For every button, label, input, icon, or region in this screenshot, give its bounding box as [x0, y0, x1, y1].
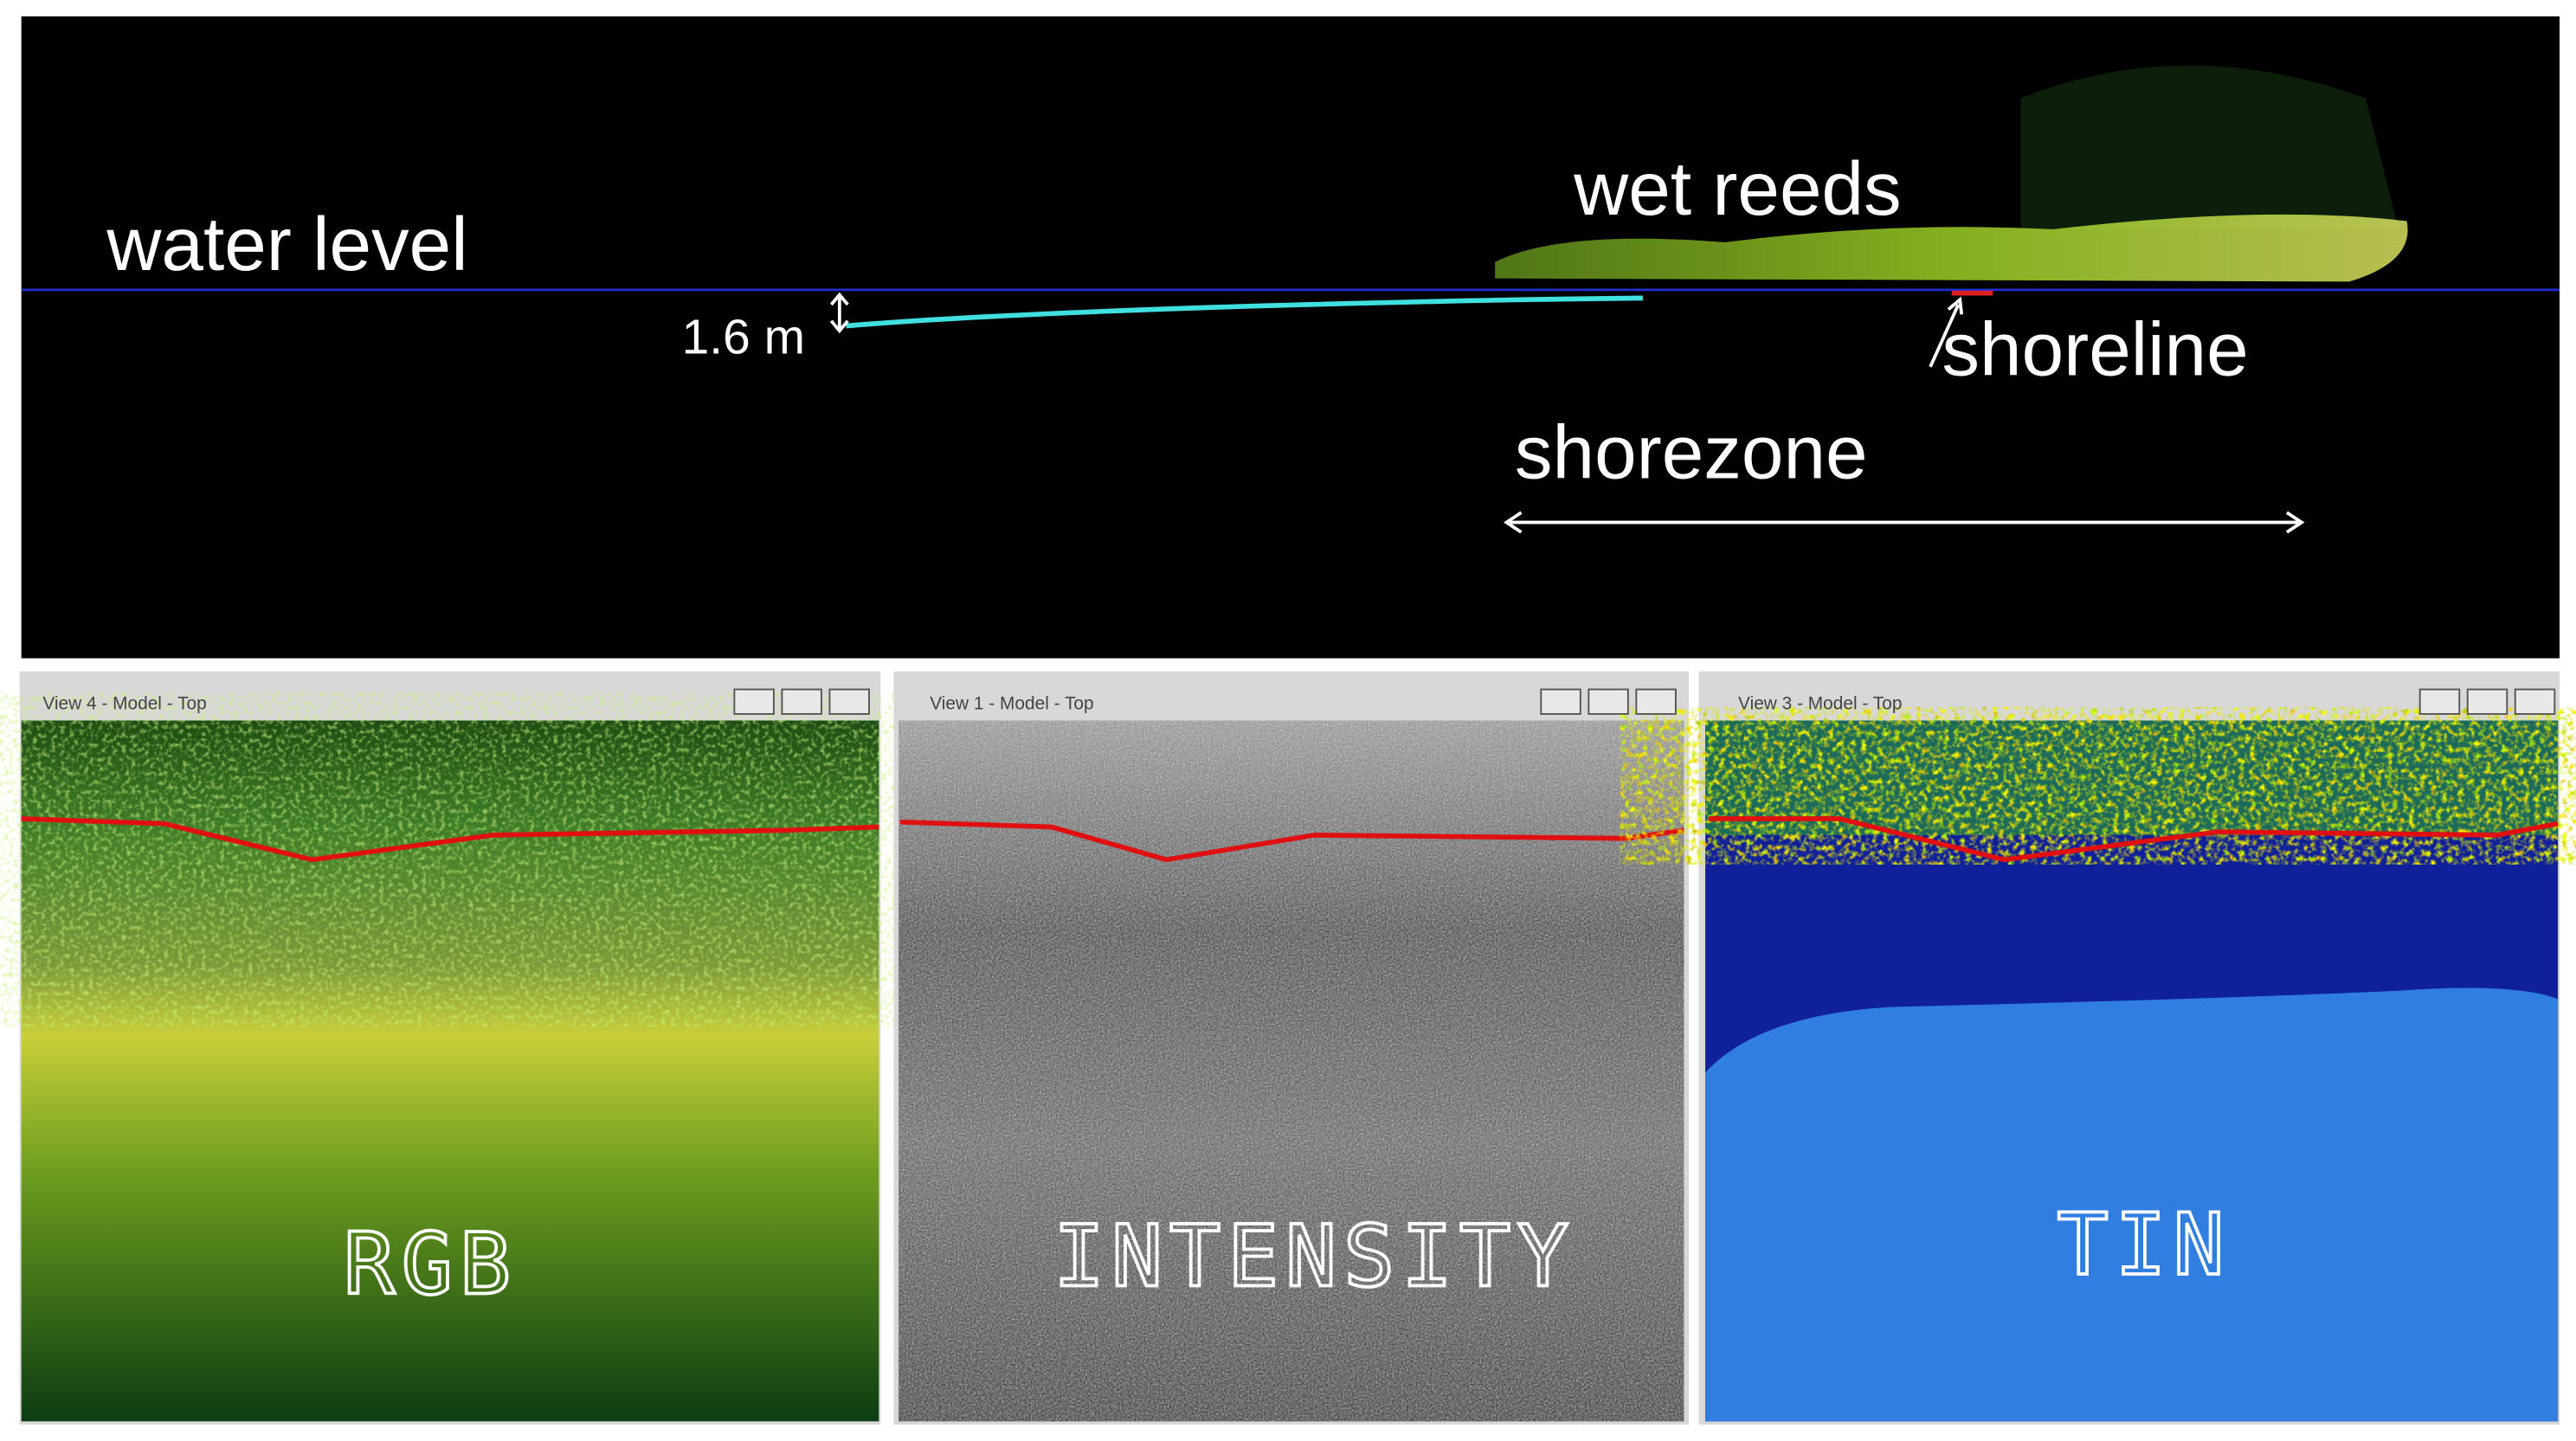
- view-label: INTENSITY: [1053, 1207, 1575, 1306]
- window-title: View 4 - Model - Top: [42, 693, 206, 713]
- window-button[interactable]: [733, 688, 775, 715]
- window-button[interactable]: [1635, 688, 1677, 715]
- shorezone-label: shorezone: [1515, 411, 1868, 495]
- window-button[interactable]: [2418, 688, 2461, 715]
- depth-label: 1.6 m: [682, 311, 805, 365]
- water-level-label: water level: [106, 203, 467, 286]
- window-rgb: View 4 - Model - Top RGB: [19, 671, 881, 1425]
- window-tin: View 3 - Model - Top TIN: [1698, 671, 2560, 1425]
- shoreline-trace: [899, 819, 1684, 863]
- depth-arrow: [829, 292, 849, 334]
- reeds-cloud: [1495, 214, 2408, 282]
- shoreline-arrow: [1929, 296, 1964, 368]
- window-button[interactable]: [2514, 688, 2556, 715]
- view-label: TIN: [2057, 1196, 2231, 1295]
- shoreline-trace: [1708, 816, 2559, 863]
- window-button[interactable]: [1587, 688, 1629, 715]
- trees-shadow: [2020, 65, 2399, 229]
- shorezone-arrow: [1504, 511, 2305, 534]
- window-title: View 3 - Model - Top: [1738, 693, 1902, 713]
- window-title: View 1 - Model - Top: [930, 693, 1093, 713]
- bottom-profile: [846, 295, 1643, 329]
- window-button[interactable]: [1540, 688, 1581, 715]
- wet-reeds-label: wet reeds: [1573, 147, 1901, 231]
- view-label: RGB: [344, 1216, 518, 1315]
- shoreline-label: shoreline: [1942, 307, 2248, 391]
- window-button[interactable]: [781, 688, 822, 715]
- shoreline-trace: [21, 816, 879, 863]
- window-button[interactable]: [2466, 688, 2508, 715]
- window-button[interactable]: [828, 688, 870, 715]
- tin-surface: [1705, 987, 2559, 1422]
- window-controls: [733, 688, 2556, 715]
- window-intensity: View 1 - Model - Top INTENSITY: [893, 671, 1690, 1425]
